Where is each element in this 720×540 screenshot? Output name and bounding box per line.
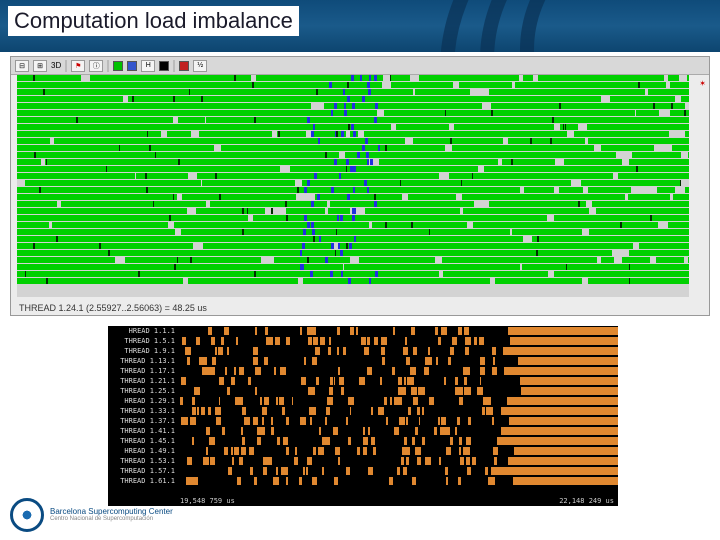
thread-label: THREAD 1.33.1 [108, 406, 178, 416]
timeline-row [17, 82, 689, 88]
timeline-row [17, 159, 689, 165]
timeline-row [17, 173, 689, 179]
timeline-trace-green[interactable] [17, 75, 689, 297]
thread-label: THREAD 1.9.1 [108, 346, 178, 356]
logo-subtitle: Centro Nacional de Supercomputación [50, 516, 173, 522]
logo-name: Barcelona Supercomputing Center [50, 508, 173, 517]
timeline-row [178, 416, 618, 426]
timeline-row [17, 271, 689, 277]
thread-label: THREAD 1.57.1 [108, 466, 178, 476]
thread-label: THREAD 1.5.1 [108, 336, 178, 346]
timeline-row [17, 138, 689, 144]
status-bar-2: 19,548 759 us 22,148 249 us [180, 497, 614, 505]
legend-marker: ✶ [699, 79, 706, 88]
color-swatch-black[interactable] [159, 61, 169, 71]
thread-label: HREAD 1.49.1 [108, 446, 178, 456]
timeline-row [178, 326, 618, 336]
timeline-row [178, 376, 618, 386]
time-end: 22,148 249 us [559, 497, 614, 505]
paraver-window-1: ⊟ ⊞ 3D ⚑ ⓘ H ½ ✶ THREAD 1.24.1 (2.55927.… [10, 56, 710, 316]
paraver-window-2: HREAD 1.1.1THREAD 1.5.1THREAD 1.9.1THREA… [108, 326, 618, 506]
timeline-row [17, 208, 689, 214]
bsc-logo: Barcelona Supercomputing Center Centro N… [10, 498, 173, 532]
toolbar-split-icon[interactable]: ½ [193, 60, 207, 72]
zoom-mode-label: 3D [51, 61, 61, 70]
toolbar-h-button[interactable]: H [141, 60, 155, 72]
timeline-row [178, 356, 618, 366]
timeline-row [178, 476, 618, 486]
timeline-row [178, 336, 618, 346]
timeline-row [17, 243, 689, 249]
timeline-row [17, 236, 689, 242]
info-icon[interactable]: ⓘ [89, 60, 103, 72]
timeline-row [17, 75, 689, 81]
timeline-row [17, 264, 689, 270]
thread-label: THREAD 1.21.1 [108, 376, 178, 386]
timeline-row [17, 180, 689, 186]
timeline-row [17, 89, 689, 95]
zoom-in-icon[interactable]: ⊞ [33, 60, 47, 72]
timeline-row [178, 446, 618, 456]
timeline-row [17, 110, 689, 116]
timeline-row [17, 117, 689, 123]
thread-labels-column: HREAD 1.1.1THREAD 1.5.1THREAD 1.9.1THREA… [108, 326, 178, 491]
color-swatch-green[interactable] [113, 61, 123, 71]
thread-label: THREAD 1.37.1 [108, 416, 178, 426]
thread-label: THREAD 1.53.1 [108, 456, 178, 466]
timeline-row [178, 436, 618, 446]
timeline-row [178, 406, 618, 416]
timeline-row [17, 215, 689, 221]
time-start: 19,548 759 us [180, 497, 235, 505]
timeline-row [178, 366, 618, 376]
timeline-row [178, 346, 618, 356]
bsc-logo-mark-icon [10, 498, 44, 532]
thread-label: HREAD 1.1.1 [108, 326, 178, 336]
timeline-row [17, 166, 689, 172]
timeline-row [17, 96, 689, 102]
thread-label: THREAD 1.13.1 [108, 356, 178, 366]
timeline-row [178, 396, 618, 406]
timeline-row [17, 124, 689, 130]
timeline-trace-orange[interactable] [178, 326, 618, 491]
thread-label: THREAD 1.45.1 [108, 436, 178, 446]
timeline-row [178, 466, 618, 476]
timeline-row [17, 187, 689, 193]
thread-label: THREAD 1.41.1 [108, 426, 178, 436]
paraver-toolbar: ⊟ ⊞ 3D ⚑ ⓘ H ½ [11, 57, 709, 75]
timeline-row [17, 229, 689, 235]
color-swatch-red[interactable] [179, 61, 189, 71]
timeline-row [17, 222, 689, 228]
timeline-row [178, 456, 618, 466]
timeline-row [178, 426, 618, 436]
timeline-row [17, 103, 689, 109]
zoom-out-icon[interactable]: ⊟ [15, 60, 29, 72]
timeline-row [17, 194, 689, 200]
page-title: Computation load imbalance [8, 6, 299, 36]
thread-label: THREAD 1.17.1 [108, 366, 178, 376]
thread-label: THREAD 1.61.1 [108, 476, 178, 486]
timeline-row [17, 257, 689, 263]
timeline-row [17, 131, 689, 137]
timeline-row [178, 386, 618, 396]
color-swatch-blue[interactable] [127, 61, 137, 71]
flag-icon[interactable]: ⚑ [71, 60, 85, 72]
thread-label: HREAD 1.29.1 [108, 396, 178, 406]
timeline-row [17, 278, 689, 284]
timeline-row [17, 152, 689, 158]
status-bar-1: THREAD 1.24.1 (2.55927..2.56063) = 48.25… [19, 303, 207, 313]
timeline-row [17, 145, 689, 151]
thread-label: THREAD 1.25.1 [108, 386, 178, 396]
timeline-row [17, 201, 689, 207]
timeline-row [17, 250, 689, 256]
